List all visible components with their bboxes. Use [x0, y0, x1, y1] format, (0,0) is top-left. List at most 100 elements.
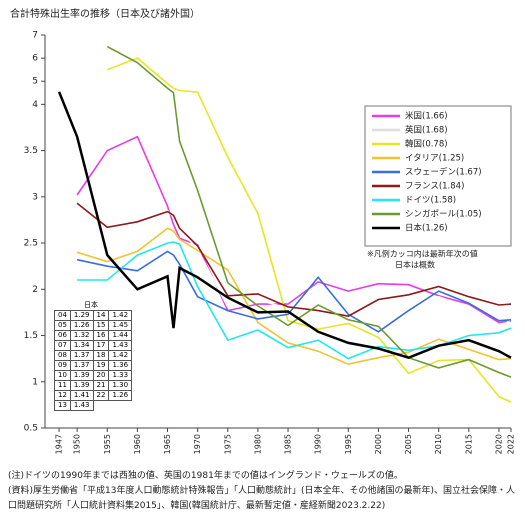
- x-tick-label: 1960: [133, 434, 142, 454]
- legend-label: 韓国(0.78): [405, 139, 448, 150]
- x-tick-label: 1990: [314, 434, 323, 454]
- y-tick-label: 1.5: [24, 331, 38, 341]
- table-cell: 1.37: [69, 360, 94, 371]
- chart: 合計特殊出生率の推移（日本及び諸外国） 0.5 1 1.5 2 2.5 3 3.5 4 5 6 7 1…: [10, 7, 516, 454]
- table-cell: 1.26: [69, 320, 94, 331]
- x-tick-label: 1995: [344, 434, 353, 454]
- table-row: 08 1.37 18 1.42: [54, 350, 133, 361]
- table-cell: 1.43: [69, 400, 94, 411]
- table-cell: 22: [92, 390, 110, 401]
- table-cell: 06: [54, 330, 71, 341]
- x-tick-label: 2022: [507, 434, 516, 454]
- legend-note: 日本は概数: [395, 260, 435, 270]
- table-cell: 14: [92, 310, 110, 321]
- table-cell: 1.45: [108, 320, 133, 331]
- table-cell: 11: [54, 380, 71, 391]
- table-cell: 08: [54, 350, 71, 361]
- notes: (注)ドイツの1990年までは西独の値、英国の1981年までの値はイングランド・…: [8, 469, 520, 514]
- table-cell: 09: [54, 360, 71, 371]
- japan-table: 日本 04 1.29 14 1.42 05 1.26 15 1.45 06 1.32 16 1.44 0…: [54, 300, 133, 411]
- table: 04 1.29 14 1.42 05 1.26 15 1.45 06 1.32 16 1.44 07 1.…: [54, 310, 133, 411]
- table-cell: 1.32: [69, 330, 94, 341]
- legend-label: ドイツ(1.58): [405, 196, 456, 206]
- y-tick-label: 2: [32, 285, 38, 295]
- y-tick-label: 2.5: [24, 239, 38, 249]
- table-row: 04 1.29 14 1.42: [54, 310, 133, 321]
- table-cell: 1.41: [69, 390, 94, 401]
- legend-label: シンガポール(1.05): [405, 209, 482, 220]
- x-tick-label: 2020: [494, 434, 503, 454]
- x-tick-label: 1970: [193, 434, 202, 454]
- legend-label: フランス(1.84): [405, 182, 464, 192]
- y-tick-label: 1: [32, 377, 38, 387]
- x-tick-label: 2005: [404, 434, 413, 454]
- note: (資料)厚生労働省「平成13年度人口動態統計特殊報告」「人口動態統計」(日本全年…: [8, 486, 516, 511]
- table-cell: 1.36: [108, 360, 133, 371]
- table-row: 07 1.34 17 1.43: [54, 340, 133, 351]
- table-title: 日本: [84, 301, 98, 309]
- legend-label: イタリア(1.25): [405, 154, 464, 164]
- table-cell: 1.33: [108, 370, 133, 381]
- table-row: 05 1.26 15 1.45: [54, 320, 133, 331]
- legend-label: 英国(1.68): [405, 125, 448, 136]
- table-cell: 10: [54, 370, 71, 381]
- y-tick-label: 6: [32, 54, 38, 64]
- x-tick-label: 1965: [163, 434, 172, 454]
- table-cell: 13: [54, 400, 71, 411]
- x-tick-label: 1980: [253, 434, 262, 454]
- table-cell: 1.26: [108, 390, 133, 401]
- table-cell: 1.37: [69, 350, 94, 361]
- x-tick-label: 2010: [434, 434, 443, 454]
- table-cell: 1.34: [69, 340, 94, 351]
- table-cell: 15: [92, 320, 110, 331]
- table-cell: 1.42: [108, 350, 133, 361]
- x-tick-label: 2015: [464, 434, 473, 454]
- table-cell: 16: [92, 330, 110, 341]
- y-tick-label: 3: [32, 192, 38, 202]
- table-cell: 12: [54, 390, 71, 401]
- y-tick-label: 5: [32, 77, 38, 87]
- table-cell: 1.44: [108, 330, 133, 341]
- y-tick-label: 0.5: [24, 424, 38, 434]
- series-line: [76, 227, 512, 366]
- y-tick-label: 4: [32, 100, 38, 110]
- series-line: [76, 202, 512, 317]
- x-tick-label: 2000: [374, 434, 383, 454]
- table-row: 13 1.43: [54, 400, 132, 411]
- chart-title: 合計特殊出生率の推移（日本及び諸外国）: [10, 7, 200, 20]
- table-cell: 21: [92, 380, 110, 391]
- table-row: 10 1.39 20 1.33: [54, 370, 133, 381]
- legend-note: ※凡例カッコ内は最新年次の値: [367, 249, 478, 259]
- table-row: 09 1.37 19 1.36: [54, 360, 133, 371]
- x-tick-label: 1947: [55, 434, 64, 454]
- table-cell: 05: [54, 320, 71, 331]
- x-tick-label: 1975: [223, 434, 232, 454]
- table-cell: 20: [92, 370, 110, 381]
- table-cell: 07: [54, 340, 71, 351]
- table-row: 12 1.41 22 1.26: [54, 390, 133, 401]
- table-cell: 1.29: [69, 310, 94, 321]
- legend-label: 日本(1.26): [405, 223, 448, 234]
- table-cell: 19: [92, 360, 110, 371]
- series-line: [76, 250, 512, 333]
- table-cell: 1.39: [69, 380, 94, 391]
- x-tick-label: 1985: [284, 434, 293, 454]
- table-row: 06 1.32 16 1.44: [54, 330, 133, 341]
- series-line: [106, 45, 512, 378]
- series-line: [107, 57, 512, 403]
- legend-label: 米国(1.66): [405, 111, 448, 122]
- table-cell: 17: [92, 340, 110, 351]
- table-cell: 1.39: [69, 370, 94, 381]
- legend-label: スウェーデン(1.67): [405, 167, 482, 178]
- y-tick-label: 7: [32, 31, 38, 41]
- table-cell: 1.42: [108, 310, 133, 321]
- x-tick-label: 1950: [73, 434, 82, 454]
- table-cell: 1.43: [108, 340, 133, 351]
- table-cell: 04: [54, 310, 71, 321]
- table-cell: 18: [92, 350, 110, 361]
- table-row: 11 1.39 21 1.30: [54, 380, 133, 391]
- series-line: [57, 91, 512, 360]
- y-tick-label: 3.5: [24, 146, 38, 156]
- x-tick-label: 1955: [103, 434, 112, 454]
